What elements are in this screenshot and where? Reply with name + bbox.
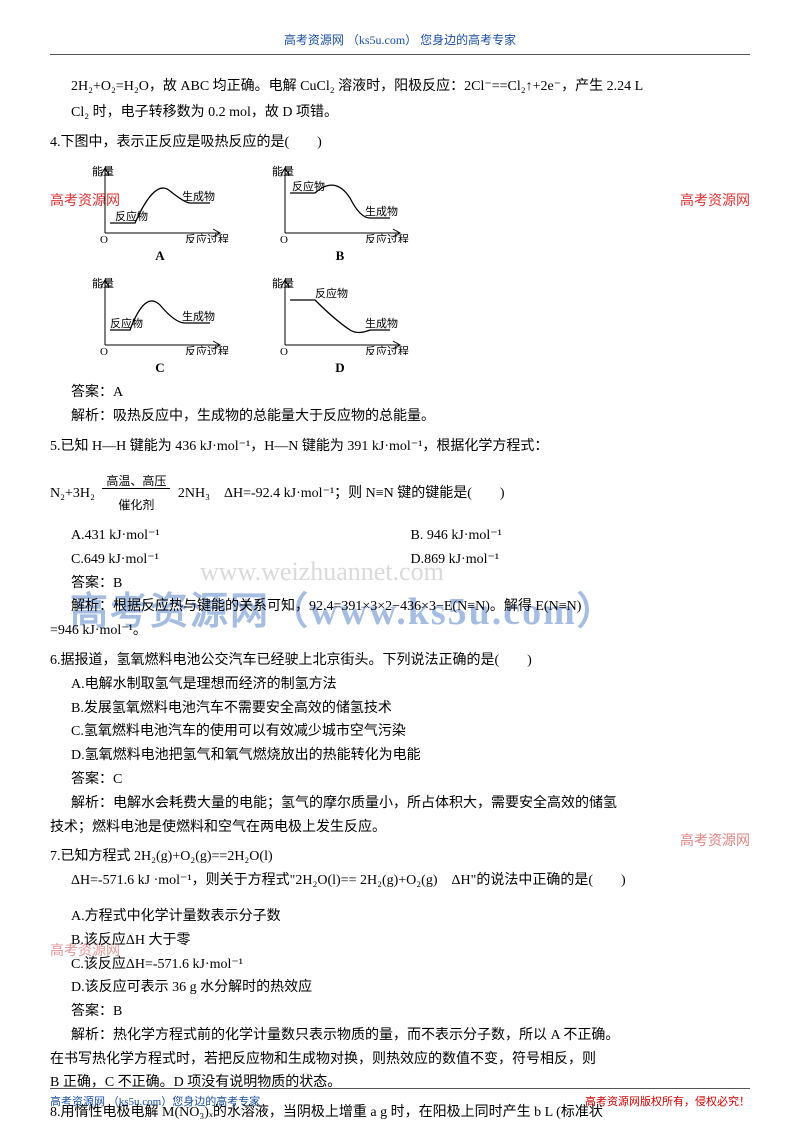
- q6-answer: 答案：C: [50, 768, 750, 792]
- q6-stem: 6.据报道，氢氧燃料电池公交汽车已经驶上北京街头。下列说法正确的是( ): [50, 649, 750, 673]
- svg-text:生成物: 生成物: [182, 189, 215, 203]
- q5-eq-left: N₂+3H₂: [50, 486, 95, 501]
- q7-stem: 7.已知方程式 2H₂(g)+O₂(g)==2H₂O(l): [50, 845, 750, 869]
- chart-b-label: B: [270, 245, 410, 267]
- q6-explain-2: 技术；燃料电池是使燃料和空气在两电极上发生反应。: [50, 816, 750, 840]
- q6-opt-d: D.氢氧燃料电池把氢气和氧气燃烧放出的热能转化为电能: [50, 744, 750, 768]
- q5-explain-1: 解析：根据反应热与键能的关系可知，92.4=391×3×2−436×3−E(N≡…: [50, 595, 750, 619]
- svg-text:反应物: 反应物: [110, 316, 143, 330]
- chart-b: 能量 反应物生成物 O 反应过程 B: [270, 163, 410, 267]
- svg-text:反应物: 反应物: [292, 179, 325, 193]
- svg-text:能量: 能量: [92, 276, 114, 290]
- q5-opt-c: C.649 kJ·mol⁻¹: [71, 548, 411, 572]
- svg-text:O: O: [100, 234, 108, 243]
- svg-text:反应过程: 反应过程: [185, 344, 229, 355]
- q7-explain-1: 解析：热化学方程式前的化学计量数只表示物质的量，而不表示分子数，所以 A 不正确…: [50, 1024, 750, 1048]
- svg-text:反应物: 反应物: [115, 209, 148, 223]
- header-site: 高考资源网: [284, 33, 344, 47]
- chart-a-label: A: [90, 245, 230, 267]
- q7-stem-2: ΔH=-571.6 kJ ·mol⁻¹，则关于方程式"2H₂O(l)== 2H₂…: [50, 869, 750, 893]
- svg-text:反应过程: 反应过程: [365, 344, 409, 355]
- q6-opt-c: C.氢氧燃料电池汽车的使用可以有效减少城市空气污染: [50, 720, 750, 744]
- q4-explain: 解析：吸热反应中，生成物的总能量大于反应物的总能量。: [50, 405, 750, 429]
- chart-d-label: D: [270, 357, 410, 379]
- q7-opt-b: B.该反应ΔH 大于零: [50, 929, 750, 953]
- q5-equation: N₂+3H₂ 高温、高压 催化剂 2NH₃ ΔH=-92.4 kJ·mol⁻¹；…: [50, 470, 750, 518]
- chart-a: 能量 反应物 生成物 O 反应过程 A: [90, 163, 230, 267]
- header-tagline: 您身边的高考专家: [420, 33, 516, 47]
- q4-answer: 答案：A: [50, 381, 750, 405]
- svg-text:反应过程: 反应过程: [365, 232, 409, 243]
- chart-c: 能量 反应物 生成物 O 反应过程 C: [90, 275, 230, 379]
- q7-opt-a: A.方程式中化学计量数表示分子数: [50, 905, 750, 929]
- q6-opt-b: B.发展氢氧燃料电池汽车不需要安全高效的储氢技术: [50, 697, 750, 721]
- q5-eq-right: 2NH₃ ΔH=-92.4 kJ·mol⁻¹；则 N≡N 键的键能是( ): [178, 486, 505, 501]
- q5-stem: 5.已知 H—H 键能为 436 kJ·mol⁻¹，H—N 键能为 391 kJ…: [50, 435, 750, 459]
- q5-opt-b: B. 946 kJ·mol⁻¹: [411, 524, 751, 548]
- header-url: （ks5u.com）: [347, 33, 417, 47]
- q5-cond-top: 高温、高压: [102, 475, 170, 489]
- q5-cond-bot: 催化剂: [118, 498, 154, 512]
- svg-text:能量: 能量: [92, 164, 114, 178]
- q3-explain-l1: 2H₂+O₂=H₂O，故 ABC 均正确。电解 CuCl₂ 溶液时，阳极反应：2…: [50, 75, 750, 99]
- q5-opt-a: A.431 kJ·mol⁻¹: [71, 524, 411, 548]
- svg-text:能量: 能量: [272, 164, 294, 178]
- page-header: 高考资源网 （ks5u.com） 您身边的高考专家: [50, 30, 750, 55]
- q6-opt-a: A.电解水制取氢气是理想而经济的制氢方法: [50, 673, 750, 697]
- q4-stem: 4.下图中，表示正反应是吸热反应的是( ): [50, 131, 750, 155]
- q7-opt-d: D.该反应可表示 36 g 水分解时的热效应: [50, 976, 750, 1000]
- svg-text:生成物: 生成物: [182, 309, 215, 323]
- svg-text:反应过程: 反应过程: [185, 232, 229, 243]
- svg-text:生成物: 生成物: [365, 204, 398, 218]
- svg-text:O: O: [280, 234, 288, 243]
- q4-charts-row-1: 能量 反应物生成物 O反应过程 A 能量 反应物生成物 O反应过程 B: [90, 163, 750, 267]
- q6-explain-1: 解析：电解水会耗费大量的电能；氢气的摩尔质量小，所占体积大，需要安全高效的储氢: [50, 792, 750, 816]
- q5-answer: 答案：B: [50, 572, 750, 596]
- content-area: 2H₂+O₂=H₂O，故 ABC 均正确。电解 CuCl₂ 溶液时，阳极反应：2…: [50, 75, 750, 1125]
- footer-right: 高考资源网版权所有，侵权必究！: [585, 1093, 750, 1112]
- q7-opt-c: C.该反应ΔH=-571.6 kJ·mol⁻¹: [50, 953, 750, 977]
- q5-opt-d: D.869 kJ·mol⁻¹: [411, 548, 751, 572]
- svg-text:O: O: [100, 346, 108, 355]
- q7-answer: 答案：B: [50, 1000, 750, 1024]
- footer-left: 高考资源网 （ks5u.com）您身边的高考专家: [50, 1093, 260, 1112]
- svg-text:反应物: 反应物: [315, 286, 348, 300]
- q4-charts-row-2: 能量 反应物生成物 O反应过程 C 能量 反应物生成物 O反应过程 D: [90, 275, 750, 379]
- svg-text:O: O: [280, 346, 288, 355]
- chart-d: 能量 反应物生成物 O 反应过程 D: [270, 275, 410, 379]
- q3-explain-l2: Cl₂ 时，电子转移数为 0.2 mol，故 D 项错。: [50, 101, 750, 125]
- page-footer: 高考资源网 （ks5u.com）您身边的高考专家 高考资源网版权所有，侵权必究！: [50, 1088, 750, 1112]
- q5-explain-2: =946 kJ·mol⁻¹。: [50, 619, 750, 643]
- chart-c-label: C: [90, 357, 230, 379]
- svg-text:能量: 能量: [272, 276, 294, 290]
- svg-text:生成物: 生成物: [365, 316, 398, 330]
- q7-explain-2: 在书写热化学方程式时，若把反应物和生成物对换，则热效应的数值不变，符号相反，则: [50, 1048, 750, 1072]
